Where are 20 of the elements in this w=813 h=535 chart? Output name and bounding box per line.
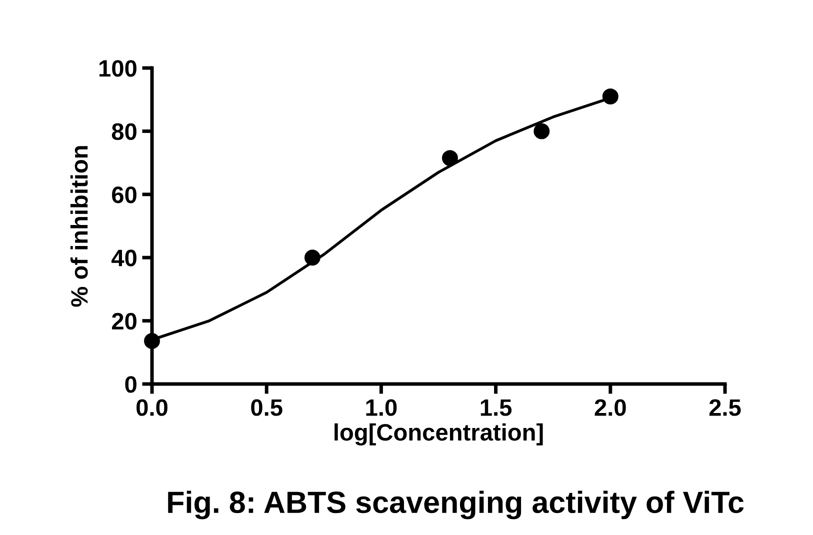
point xyxy=(304,250,320,266)
point xyxy=(144,333,160,349)
point xyxy=(602,88,618,104)
y-tick-label: 0 xyxy=(125,376,136,393)
y-tick-label: 40 xyxy=(112,250,136,266)
point xyxy=(534,123,550,140)
y-tick-label: 20 xyxy=(112,312,136,330)
y-tick-label: 60 xyxy=(112,186,136,204)
y-tick-label: 100 xyxy=(100,60,136,77)
x-tick-label: 1.5 xyxy=(480,399,512,416)
x-tick-label: 2.0 xyxy=(594,399,626,416)
x-tick-label: 0.5 xyxy=(251,399,282,416)
x-axis-title: log[Concentration] xyxy=(334,423,543,446)
x-tick-label: 0.0 xyxy=(136,399,168,416)
text: Fig. 8: ABTS scavenging activity of ViTc xyxy=(168,490,744,520)
y-axis-title: % of inhibition xyxy=(70,146,88,307)
x-tick-label: 2.5 xyxy=(709,399,741,416)
x-tick-label: 1.0 xyxy=(366,399,397,416)
y-tick-label: 80 xyxy=(112,123,136,140)
point xyxy=(442,150,458,166)
